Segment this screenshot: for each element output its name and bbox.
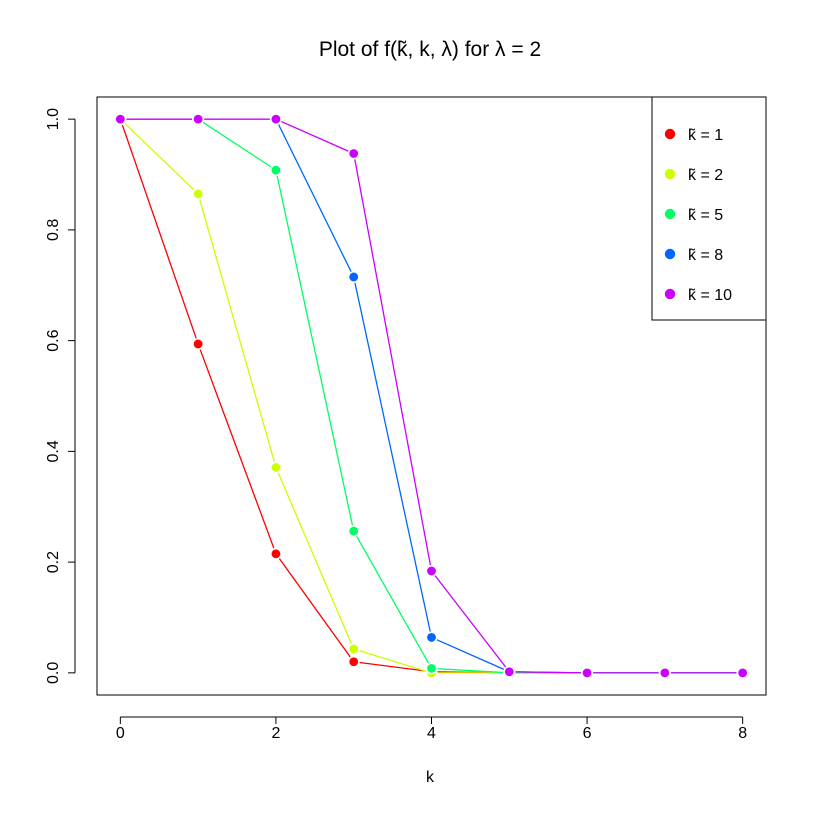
data-point	[736, 666, 749, 679]
legend: k̃ = 1 k̃ = 2 k̃ = 5 k̃ = 8 k̃ = 10	[651, 96, 767, 321]
x-tick-label: 6	[583, 725, 592, 742]
series-lines	[119, 118, 743, 674]
data-point	[425, 564, 438, 577]
legend-marker	[664, 128, 676, 140]
series-line	[120, 118, 743, 674]
data-point	[503, 665, 516, 678]
y-tick-label: 0.2	[45, 551, 62, 573]
x-axis-title: k	[426, 769, 435, 786]
x-tick-label: 8	[738, 725, 747, 742]
plot-frame	[96, 96, 767, 696]
chart-title: Plot of f(k̃, k, λ) for λ = 2	[319, 38, 541, 61]
data-point	[192, 187, 205, 200]
legend-marker	[664, 248, 676, 260]
data-point	[658, 666, 671, 679]
data-point	[347, 147, 360, 160]
y-tick-label: 0.6	[45, 329, 62, 351]
series-line	[120, 118, 743, 674]
x-tick-label: 0	[116, 725, 125, 742]
data-point	[347, 270, 360, 283]
data-point	[269, 164, 282, 177]
legend-label: k̃ = 1	[688, 127, 723, 144]
x-tick-label: 2	[271, 725, 280, 742]
legend-marker	[664, 168, 676, 180]
legend-label: k̃ = 5	[688, 207, 723, 224]
series-line	[120, 118, 743, 674]
data-point	[425, 631, 438, 644]
y-tick-label: 1.0	[45, 108, 62, 130]
data-point	[347, 643, 360, 656]
data-point	[581, 666, 594, 679]
data-point	[347, 525, 360, 538]
data-point	[425, 662, 438, 675]
legend-label: k̃ = 2	[688, 167, 723, 184]
y-tick-label: 0.0	[45, 662, 62, 684]
data-point	[269, 461, 282, 474]
series-points	[114, 113, 749, 679]
data-point	[347, 655, 360, 668]
legend-label: k̃ = 8	[688, 247, 723, 264]
data-point	[192, 337, 205, 350]
y-tick-label: 0.4	[45, 440, 62, 462]
legend-marker	[664, 208, 676, 220]
data-point	[114, 113, 127, 126]
data-point	[192, 113, 205, 126]
legend-marker	[664, 288, 676, 300]
x-tick-label: 4	[427, 725, 436, 742]
data-point	[269, 113, 282, 126]
series-line	[119, 118, 743, 674]
data-point	[269, 547, 282, 560]
series-line	[119, 118, 743, 674]
legend-label: k̃ = 10	[688, 287, 732, 304]
y-tick-label: 0.8	[45, 219, 62, 241]
y-axis: 0.0 0.2 0.4 0.6 0.8 1.0	[45, 108, 76, 684]
x-axis: 0 2 4 6 8	[116, 716, 747, 742]
